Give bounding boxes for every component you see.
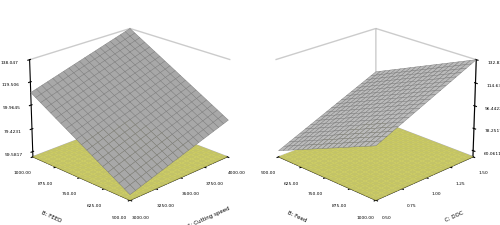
Y-axis label: C: DOC: C: DOC [444, 210, 464, 222]
X-axis label: A: Cutting speed: A: Cutting speed [187, 205, 230, 225]
Y-axis label: B: FEED: B: FEED [40, 209, 62, 223]
X-axis label: B: Feed: B: Feed [287, 210, 308, 223]
